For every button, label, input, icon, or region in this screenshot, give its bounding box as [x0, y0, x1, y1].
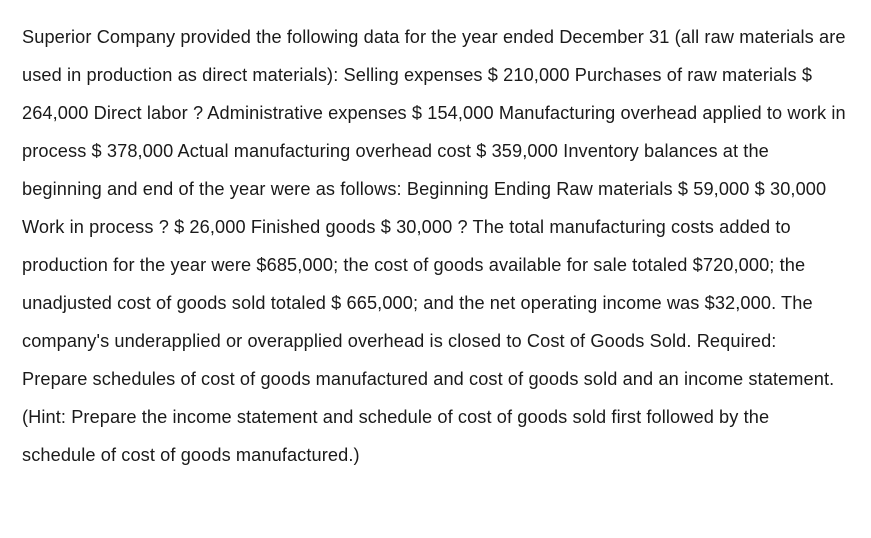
question-text: Superior Company provided the following … [22, 18, 847, 474]
question-container: Superior Company provided the following … [0, 0, 871, 538]
